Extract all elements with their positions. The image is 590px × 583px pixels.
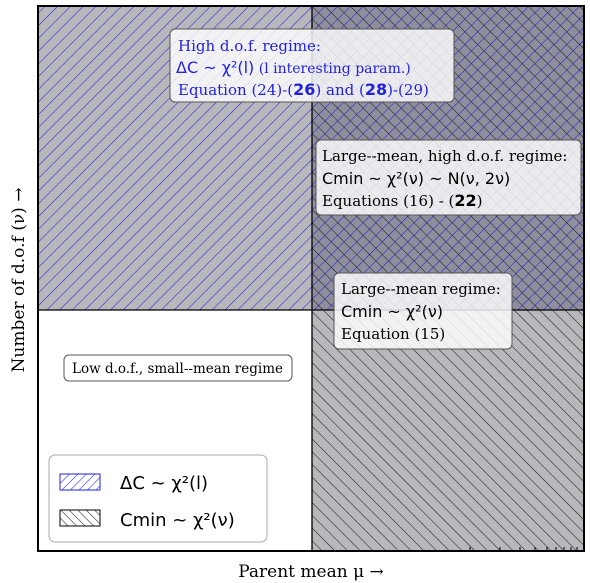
- lm-line3: Equation (15): [341, 325, 445, 343]
- annotation-large-mean: Large--mean regime: Cmin ~ χ²(ν) Equatio…: [333, 272, 513, 350]
- legend-label-delta-c: ΔC ~ χ²(l): [120, 473, 208, 494]
- low-dof-label: Low d.o.f., small--mean regime: [72, 361, 283, 377]
- legend-label-cmin: Cmin ~ χ²(ν): [120, 510, 235, 531]
- region-large-mean: [312, 310, 584, 551]
- high-dof-line3: Equation (24)-(26) and (28)-(29): [178, 80, 429, 99]
- annotation-low-dof: Low d.o.f., small--mean regime: [63, 354, 293, 382]
- lmhd-line1: Large--mean, high d.o.f. regime:: [322, 147, 567, 165]
- legend-swatch-blue-hatch: [59, 473, 101, 491]
- legend-swatch-black-hatch: [59, 509, 101, 527]
- high-dof-line2: ΔC ~ χ²(l) (l interesting param.): [176, 58, 411, 77]
- x-axis-label: Parent mean μ →: [238, 562, 384, 582]
- annotation-high-dof: High d.o.f. regime: ΔC ~ χ²(l) (l intere…: [169, 28, 455, 103]
- plot-frame: [37, 5, 585, 552]
- annotation-large-mean-high-dof: Large--mean, high d.o.f. regime: Cmin ~ …: [315, 139, 582, 216]
- lm-line2: Cmin ~ χ²(ν): [341, 302, 443, 321]
- y-axis-label: Number of d.o.f (ν) →: [9, 188, 29, 373]
- lmhd-line2: Cmin ~ χ²(ν) ~ N(ν, 2ν): [322, 169, 510, 188]
- legend-item-cmin: Cmin ~ χ²(ν): [59, 509, 235, 531]
- legend: ΔC ~ χ²(l) Cmin ~ χ²(ν): [48, 454, 268, 543]
- lmhd-line3: Equations (16) - (22): [322, 191, 483, 210]
- legend-item-delta-c: ΔC ~ χ²(l): [59, 473, 208, 494]
- high-dof-line1: High d.o.f. regime:: [178, 37, 321, 55]
- lm-line1: Large--mean regime:: [341, 280, 501, 298]
